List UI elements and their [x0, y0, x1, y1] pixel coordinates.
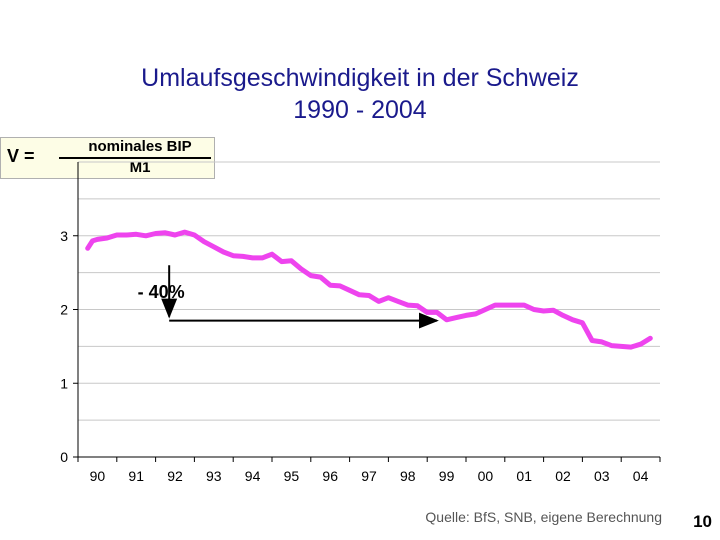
chart-title: Umlaufsgeschwindigkeit in der Schweiz 19… — [0, 62, 720, 126]
source-note: Quelle: BfS, SNB, eigene Berechnung — [425, 509, 662, 525]
x-tick-label: 02 — [555, 468, 571, 484]
x-tick-label: 97 — [361, 468, 377, 484]
x-tick-label: 98 — [400, 468, 416, 484]
formula-lhs: V = — [7, 146, 35, 166]
series-line — [85, 229, 653, 350]
formula-denominator: M1 — [129, 159, 151, 176]
x-tick-label: 96 — [322, 468, 338, 484]
x-tick-label: 00 — [478, 468, 494, 484]
x-tick-label: 03 — [594, 468, 610, 484]
y-tick-label: 3 — [60, 228, 68, 244]
velocity-formula-box: V = nominales BIP M1 — [0, 137, 215, 179]
x-tick-label: 91 — [128, 468, 144, 484]
x-tick-label: 90 — [90, 468, 106, 484]
formula-fraction-bar — [59, 157, 211, 159]
x-tick-label: 95 — [284, 468, 300, 484]
x-tick-label: 94 — [245, 468, 261, 484]
chart-title-line2: 1990 - 2004 — [293, 96, 427, 124]
x-tick-label: 04 — [633, 468, 649, 484]
x-tick-label: 01 — [516, 468, 532, 484]
formula-numerator: nominales BIP — [88, 138, 192, 155]
x-tick-label: 99 — [439, 468, 455, 484]
y-tick-label: 1 — [60, 375, 68, 391]
page-number: 10 — [693, 512, 712, 531]
chart-title-line1: Umlaufsgeschwindigkeit in der Schweiz — [141, 64, 579, 92]
x-tick-label: 93 — [206, 468, 222, 484]
y-tick-label: 0 — [60, 449, 68, 465]
x-tick-label: 92 — [167, 468, 183, 484]
y-tick-label: 2 — [60, 302, 68, 318]
annotation-label: - 40% — [138, 282, 185, 302]
